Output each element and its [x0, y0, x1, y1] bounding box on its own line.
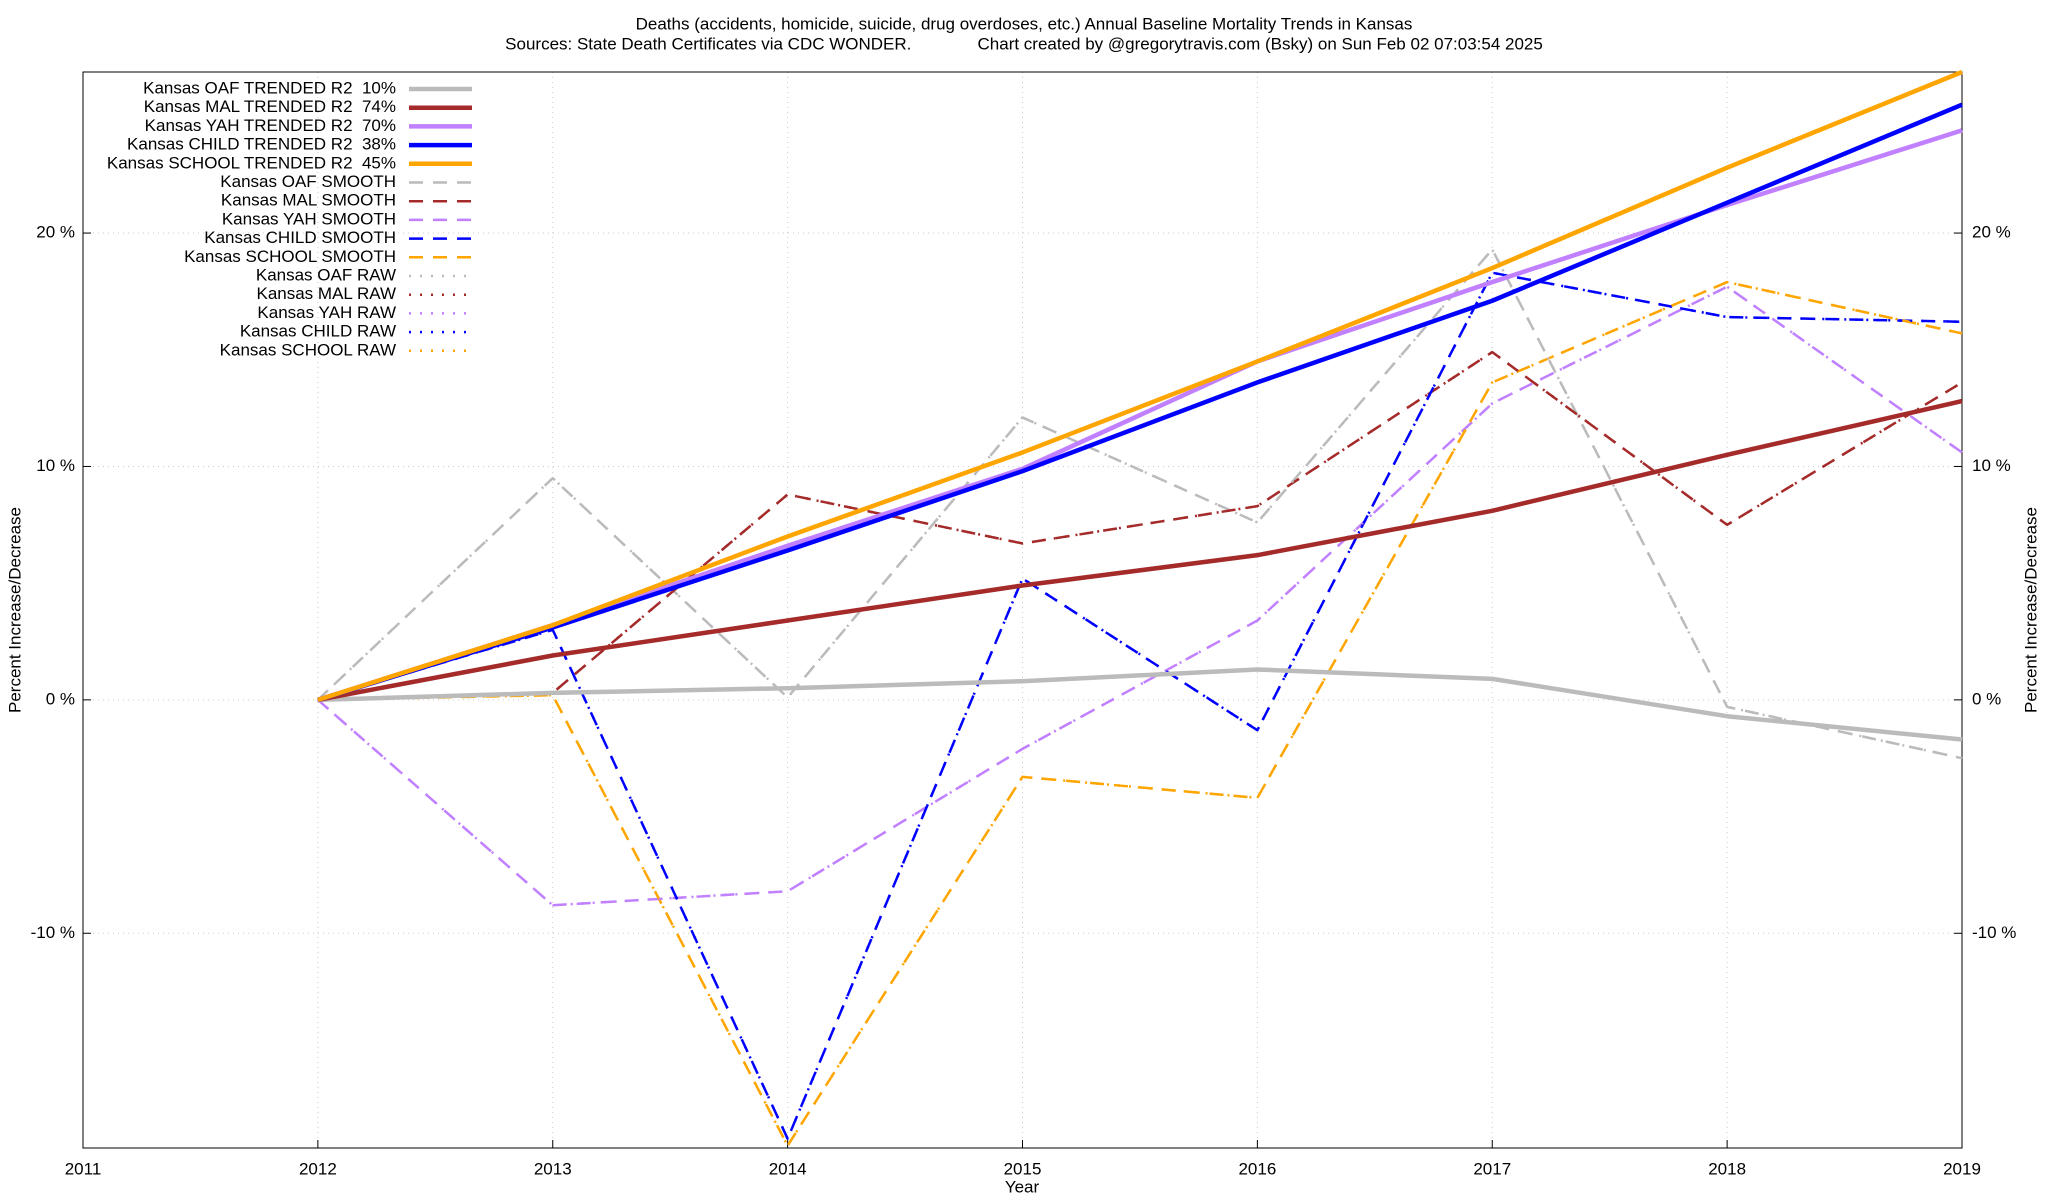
y2-tick-label: 10 % — [1972, 456, 2011, 475]
series-line — [317, 285, 1963, 907]
legend-label: Kansas SCHOOL TRENDED R2 45% — [107, 153, 396, 172]
x-tick-label: 2017 — [1473, 1159, 1511, 1178]
legend-label: Kansas MAL SMOOTH — [221, 191, 396, 210]
legend-label: Kansas MAL RAW — [256, 284, 396, 303]
x-tick-label: 2013 — [534, 1159, 572, 1178]
legend-label: Kansas MAL TRENDED R2 74% — [144, 97, 396, 116]
series-line — [317, 280, 1963, 1147]
chart-subtitle: Sources: State Death Certificates via CD… — [505, 34, 1543, 53]
y-tick-label: 10 % — [36, 456, 75, 475]
x-tick-label: 2011 — [65, 1159, 102, 1178]
legend-label: Kansas YAH SMOOTH — [222, 209, 396, 228]
series-line — [317, 285, 1963, 907]
x-tick-label: 2019 — [1943, 1159, 1981, 1178]
x-tick-label: 2014 — [769, 1159, 807, 1178]
y2-axis-label: Percent Increase/Decrease — [2021, 507, 2040, 713]
y-tick-label: -10 % — [31, 923, 75, 942]
legend-label: Kansas OAF RAW — [256, 265, 396, 284]
series-line — [317, 271, 1963, 1140]
x-tick-label: 2018 — [1708, 1159, 1746, 1178]
series-line — [317, 350, 1963, 702]
x-tick-label: 2012 — [299, 1159, 337, 1178]
series-line — [317, 398, 1963, 703]
series-line — [317, 667, 1963, 742]
y-tick-label: 20 % — [36, 223, 75, 242]
legend-label: Kansas CHILD TRENDED R2 38% — [127, 135, 396, 154]
y-axis-label: Percent Increase/Decrease — [5, 507, 24, 713]
legend-label: Kansas OAF SMOOTH — [220, 172, 396, 191]
legend-label: Kansas YAH RAW — [257, 303, 396, 322]
series-line — [317, 69, 1963, 703]
x-axis-label: Year — [1005, 1177, 1040, 1196]
legend-label: Kansas SCHOOL RAW — [220, 340, 396, 359]
legend-label: Kansas YAH TRENDED R2 70% — [145, 116, 396, 135]
series-line — [317, 248, 1963, 760]
series-line — [317, 271, 1963, 1140]
legend-label: Kansas CHILD SMOOTH — [204, 228, 396, 247]
y2-tick-label: 0 % — [1972, 689, 2001, 708]
y2-tick-label: -10 % — [1972, 923, 2016, 942]
x-tick-label: 2015 — [1004, 1159, 1042, 1178]
series-line — [317, 102, 1963, 703]
y-tick-label: 0 % — [46, 689, 75, 708]
series-line — [317, 350, 1963, 702]
legend-label: Kansas SCHOOL SMOOTH — [184, 247, 396, 266]
legend-label: Kansas CHILD RAW — [240, 322, 396, 341]
x-tick-label: 2016 — [1238, 1159, 1276, 1178]
series-line — [317, 128, 1963, 703]
plot-frame — [82, 71, 1963, 1149]
legend-label: Kansas OAF TRENDED R2 10% — [143, 78, 396, 97]
chart-title: Deaths (accidents, homicide, suicide, dr… — [636, 14, 1413, 33]
y2-tick-label: 20 % — [1972, 223, 2011, 242]
